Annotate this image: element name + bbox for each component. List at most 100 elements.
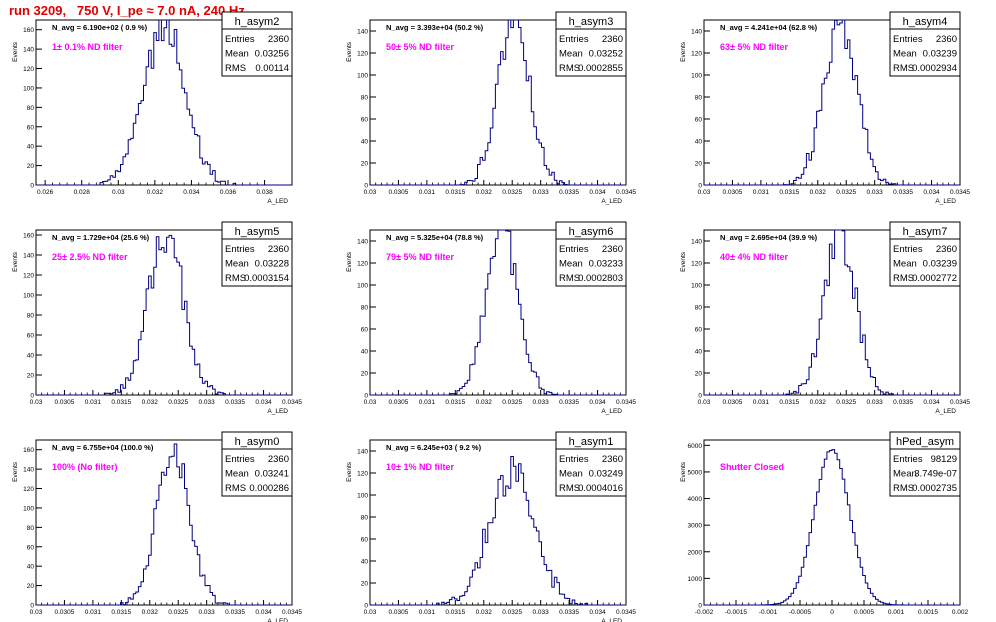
stats-label: Entries [893,244,923,255]
y-tick-label: 80 [361,305,369,312]
histogram-line [370,19,626,186]
y-tick-label: 120 [357,471,368,478]
x-axis-label: A_LED [601,408,622,415]
y-tick-label: 60 [695,327,703,334]
stats-value: 2360 [268,244,289,255]
y-axis-label: Events [346,41,353,62]
stats-value: 2360 [268,454,289,465]
stats-box [221,221,293,287]
stats-label: Entries [559,34,589,45]
plot-frame [703,19,961,186]
stats-label: RMS [893,273,914,284]
x-tick-label: 0.0335 [225,399,245,406]
y-tick-label: 120 [23,273,34,280]
stats-value: 2360 [936,244,957,255]
x-axis-label: A_LED [267,198,288,205]
stats-value: 0.03241 [255,469,289,480]
y-tick-label: 40 [27,144,35,151]
x-tick-label: 0.03 [30,399,43,406]
stats-value: 0.0003154 [244,273,289,284]
x-tick-label: 0.032 [476,609,493,616]
stats-title: h_asym7 [903,226,948,238]
x-tick-label: 0.038 [256,189,273,196]
stats-value: 2360 [602,34,623,45]
stats-label: RMS [559,483,580,494]
x-axis-label: A_LED [935,198,956,205]
y-tick-label: 140 [691,239,702,246]
stats-label: Mean [893,259,917,270]
y-tick-label: 100 [691,283,702,290]
x-tick-label: 0.0305 [388,609,408,616]
x-axis-label: A_LED [267,408,288,415]
x-axis-label: A_LED [601,198,622,205]
navg-label: N_avg = 6.190e+02 ( 0.9 %) [52,23,148,32]
stats-title: hPed_asym [896,436,954,448]
x-tick-label: 0.03 [698,189,711,196]
stats-value: 0.000286 [249,483,289,494]
navg-label: N_avg = 1.729e+04 (25.6 %) [52,233,150,242]
plot-frame [369,19,627,186]
stats-value: 0.0002855 [578,63,623,74]
y-tick-label: 140 [357,29,368,36]
y-tick-label: 120 [691,261,702,268]
x-tick-label: 0.028 [74,189,91,196]
x-tick-label: 0.031 [419,189,436,196]
filter-note: 40± 4% ND filter [720,252,788,262]
x-tick-label: 0.032 [142,609,159,616]
navg-label: N_avg = 2.695e+04 (39.9 %) [720,233,818,242]
stats-label: Entries [893,34,923,45]
y-tick-label: 2000 [688,549,703,556]
y-tick-label: 40 [695,349,703,356]
stats-value: 2360 [602,454,623,465]
stats-box [221,431,293,497]
x-axis-label: A_LED [267,618,288,622]
panel-h_asym3: 0.03 0.0305 0.031 0.0315 0.032 0.0325 0.033 0.0… [346,11,636,205]
histogram-line [36,19,292,186]
stats-box [555,221,627,287]
plot-frame [369,439,627,606]
filter-note: 25± 2.5% ND filter [52,252,128,262]
y-tick-label: 0 [30,393,34,400]
x-axis-label: A_LED [601,618,622,622]
x-tick-label: 0.034 [923,399,940,406]
stats-value: 0.03228 [255,259,289,270]
y-tick-label: 40 [27,564,35,571]
x-tick-label: 0.001 [888,609,905,616]
y-tick-label: 60 [361,327,369,334]
stats-label: Mean [225,259,249,270]
stats-label: Mean [559,49,583,60]
x-tick-label: 0.032 [142,399,159,406]
x-tick-label: 0.0315 [445,609,465,616]
x-tick-label: -0.001 [759,609,778,616]
x-axis-label: A_LED [935,408,956,415]
stats-label: Mean [559,259,583,270]
y-tick-label: 0 [30,603,34,610]
y-tick-label: 80 [27,525,35,532]
y-tick-label: 100 [357,493,368,500]
stats-label: Mean [893,49,917,60]
x-tick-label: 0.034 [589,399,606,406]
panel-h_asym2: 0.026 0.028 0.03 0.032 0.034 0.036 0.038 0 20 40 6… [12,11,293,205]
plot-frame [703,229,961,396]
filter-note: 1± 0.1% ND filter [52,42,123,52]
x-tick-label: 0.0315 [111,399,131,406]
y-tick-label: 80 [27,105,35,112]
y-tick-label: 140 [23,253,34,260]
stats-label: RMS [559,63,580,74]
y-tick-label: 100 [357,283,368,290]
x-tick-label: 0.0325 [168,609,188,616]
y-tick-label: 60 [695,117,703,124]
y-axis-label: Events [680,251,687,272]
y-tick-label: 20 [695,371,703,378]
filter-note: 10± 1% ND filter [386,462,454,472]
y-tick-label: 20 [695,161,703,168]
stats-value: 0.00114 [255,63,289,74]
x-tick-label: 0.032 [147,189,164,196]
x-tick-label: 0.031 [85,399,102,406]
y-tick-label: 0 [364,183,368,190]
x-tick-label: 0.0315 [445,189,465,196]
y-tick-label: 140 [23,467,34,474]
x-tick-label: 0.026 [37,189,54,196]
stats-label: Entries [225,34,255,45]
x-tick-label: 0.0315 [779,399,799,406]
